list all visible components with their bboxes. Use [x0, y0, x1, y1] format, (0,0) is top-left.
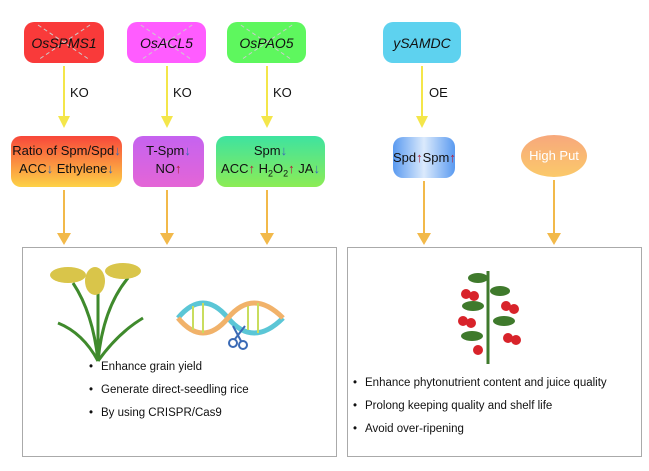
orange-arrowheads [57, 233, 561, 245]
edge-label-ko: KO [70, 85, 89, 100]
rice-panel: Enhance grain yield Generate direct-seed… [22, 247, 337, 457]
gene-name: OsPAO5 [239, 34, 294, 51]
bullet-item: Prolong keeping quality and shelf life [353, 400, 552, 412]
effect-box-samdc: Spd↑Spm↑ [393, 137, 456, 178]
arrow-down-icon: ↓ [313, 161, 320, 176]
gene-box-ospao5: OsPAO5 [227, 22, 306, 63]
h2o2-label: H2O2 [258, 161, 289, 179]
knockout-cross-icon [240, 24, 293, 61]
effect-box-acl5: T-Spm↓ NO↑ [133, 136, 204, 187]
gene-name: OsACL5 [140, 34, 193, 51]
no-label: NO [155, 161, 176, 176]
gene-box-ysamdc: ySAMDC [383, 22, 461, 63]
tomato-panel: Enhance phytonutrient content and juice … [347, 247, 642, 457]
arrow-down-icon: ↓ [107, 161, 114, 176]
tomato-plant-icon [458, 271, 521, 364]
arrow-up-icon: ↑ [288, 161, 295, 176]
knockout-cross-icon [37, 24, 91, 61]
bullet-item: Avoid over-ripening [353, 423, 464, 435]
arrow-down-icon: ↓ [280, 143, 288, 158]
arrow-up-icon: ↑ [449, 150, 456, 165]
acc-label: ACC [221, 161, 249, 176]
yellow-arrowheads [58, 116, 428, 128]
arrow-up-icon: ↑ [175, 161, 182, 176]
high-put-ellipse: High Put [521, 135, 587, 177]
bullet-item: By using CRISPR/Cas9 [89, 407, 222, 419]
ethylene-label: Ethylene [56, 161, 108, 176]
arrow-up-icon: ↑ [416, 150, 423, 165]
bullet-item: Generate direct-seedling rice [89, 384, 249, 396]
bullet-item: Enhance grain yield [89, 361, 202, 373]
gene-box-osspms1: OsSPMS1 [24, 22, 104, 63]
tspm-label: T-Spm [146, 143, 185, 158]
gene-name: OsSPMS1 [31, 34, 97, 51]
ratio-label: Ratio of Spm/Spd [12, 143, 115, 158]
edge-label-oe: OE [429, 85, 448, 100]
knockout-cross-icon [140, 24, 193, 61]
arrow-down-icon: ↓ [114, 143, 121, 158]
spm-label: Spm [253, 143, 281, 158]
rice-plant-icon [50, 263, 144, 362]
bullet-item: Enhance phytonutrient content and juice … [353, 377, 607, 389]
gene-box-osacl5: OsACL5 [127, 22, 206, 63]
dna-scissors-icon [176, 300, 285, 350]
arrow-down-icon: ↓ [184, 143, 191, 158]
ja-label: JA [298, 161, 314, 176]
orange-connectors [63, 180, 555, 233]
spm-label: Spm [422, 150, 450, 165]
yellow-connectors [63, 66, 423, 116]
arrow-down-icon: ↓ [46, 161, 54, 176]
high-put-label: High Put [529, 148, 579, 163]
effect-box-spms1: Ratio of Spm/Spd↓ ACC↓ Ethylene↓ [11, 136, 122, 187]
arrow-up-icon: ↑ [248, 161, 255, 176]
effect-box-pao5: Spm↓ ACC↑ H2O2↑ JA↓ [216, 136, 325, 187]
spd-label: Spd [393, 150, 417, 165]
acc-label: ACC [19, 161, 47, 176]
gene-name: ySAMDC [393, 34, 451, 51]
edge-label-ko: KO [273, 85, 292, 100]
edge-label-ko: KO [173, 85, 192, 100]
